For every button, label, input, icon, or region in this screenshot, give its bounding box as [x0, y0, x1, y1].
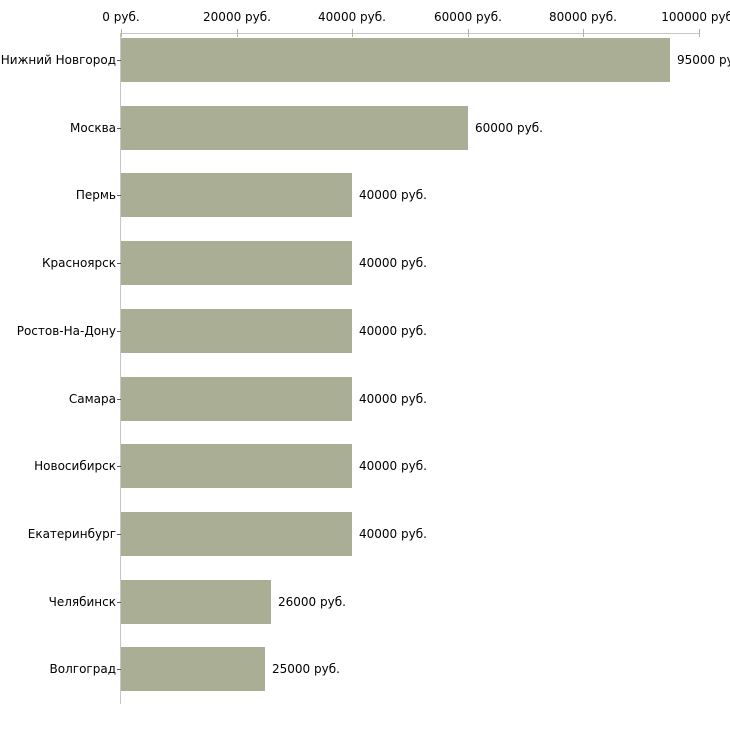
- bar: [121, 647, 265, 691]
- bar: [121, 173, 352, 217]
- bar-value-label: 40000 руб.: [359, 459, 427, 473]
- category-label: Красноярск: [42, 256, 116, 270]
- category-tick-mark: [117, 128, 121, 129]
- category-label: Москва: [70, 121, 116, 135]
- x-axis-tick-label: 20000 руб.: [203, 10, 271, 24]
- category-tick-mark: [117, 60, 121, 61]
- x-axis-tick-mark: [121, 29, 122, 37]
- category-label: Екатеринбург: [27, 527, 116, 541]
- x-axis-tick-mark: [468, 29, 469, 37]
- category-label: Челябинск: [48, 595, 116, 609]
- category-tick-mark: [117, 534, 121, 535]
- x-axis-tick-mark: [237, 29, 238, 37]
- bar-value-label: 40000 руб.: [359, 392, 427, 406]
- x-axis-tick-label: 100000 руб.: [661, 10, 730, 24]
- category-label: Пермь: [75, 188, 116, 202]
- bar: [121, 377, 352, 421]
- category-tick-mark: [117, 195, 121, 196]
- category-label: Ростов-На-Дону: [16, 324, 116, 338]
- bar: [121, 241, 352, 285]
- bar-value-label: 40000 руб.: [359, 256, 427, 270]
- category-tick-mark: [117, 602, 121, 603]
- bar: [121, 512, 352, 556]
- x-axis-tick-mark: [699, 29, 700, 37]
- category-tick-mark: [117, 466, 121, 467]
- category-label: Нижний Новгород: [0, 53, 116, 67]
- category-tick-mark: [117, 263, 121, 264]
- category-tick-mark: [117, 669, 121, 670]
- bar-value-label: 40000 руб.: [359, 188, 427, 202]
- bar: [121, 444, 352, 488]
- bar-value-label: 40000 руб.: [359, 324, 427, 338]
- bar-value-label: 40000 руб.: [359, 527, 427, 541]
- y-axis-line: [120, 33, 121, 704]
- bar-value-label: 25000 руб.: [272, 662, 340, 676]
- category-label: Новосибирск: [34, 459, 116, 473]
- x-axis-tick-mark: [583, 29, 584, 37]
- bar: [121, 106, 468, 150]
- bar-value-label: 95000 руб.: [677, 53, 730, 67]
- x-axis-tick-mark: [352, 29, 353, 37]
- category-label: Волгоград: [49, 662, 116, 676]
- x-axis-tick-label: 40000 руб.: [318, 10, 386, 24]
- category-tick-mark: [117, 331, 121, 332]
- bar-value-label: 60000 руб.: [475, 121, 543, 135]
- bar: [121, 580, 271, 624]
- bar: [121, 309, 352, 353]
- x-axis-tick-label: 80000 руб.: [549, 10, 617, 24]
- x-axis-line: [120, 33, 700, 34]
- category-label: Самара: [68, 392, 116, 406]
- bar-value-label: 26000 руб.: [278, 595, 346, 609]
- x-axis-tick-label: 60000 руб.: [434, 10, 502, 24]
- x-axis-tick-label: 0 руб.: [102, 10, 140, 24]
- category-tick-mark: [117, 399, 121, 400]
- bar: [121, 38, 670, 82]
